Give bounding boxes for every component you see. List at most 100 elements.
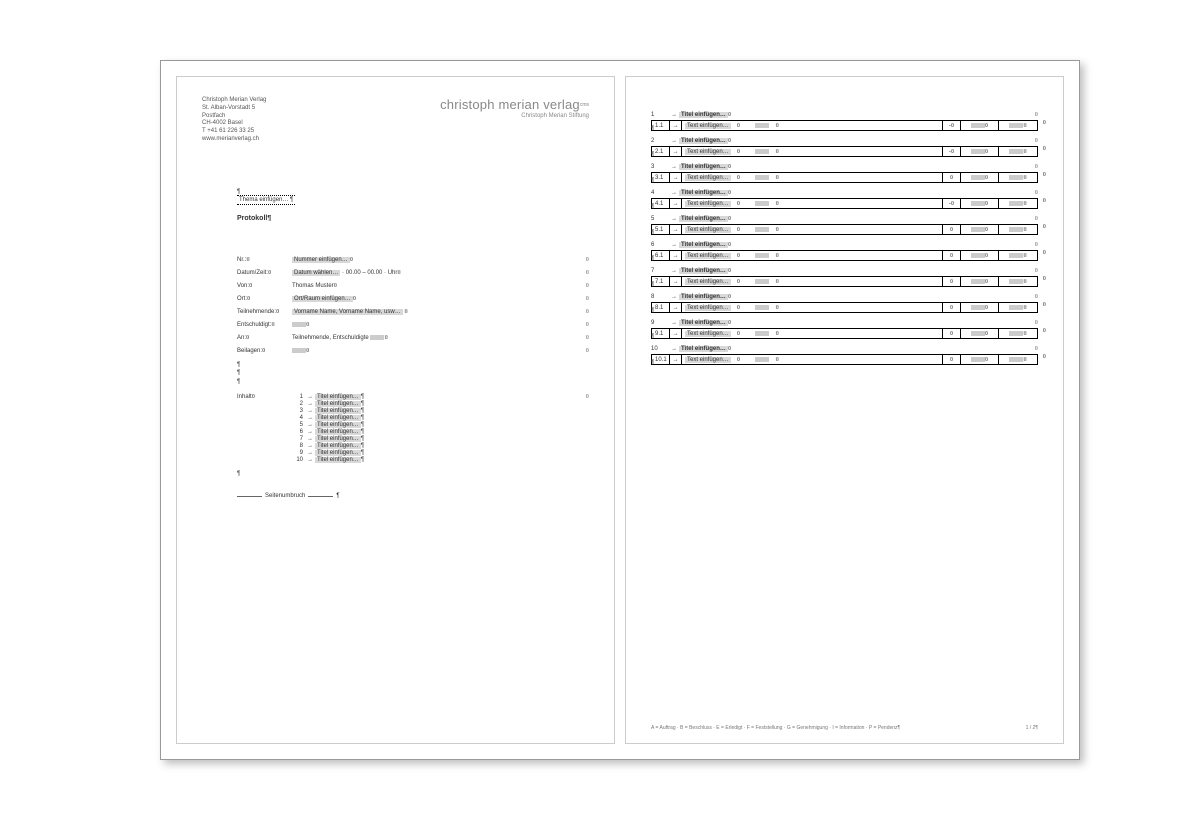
text-placeholder[interactable]: Text einfügen…	[685, 331, 731, 337]
toc-title-placeholder[interactable]: Titel einfügen…	[315, 422, 361, 428]
toc-item[interactable]: 10→Titel einfügen…¶	[292, 457, 364, 463]
row-end-mark: ¤	[579, 348, 589, 354]
toc-item[interactable]: 4→Titel einfügen…¶	[292, 415, 364, 421]
sub-text-cell[interactable]: Text einfügen…¤ ▪▪▪▪▪¤	[682, 199, 943, 208]
blur-field: ▪▪▪▪▪	[755, 279, 769, 284]
toc-number: 8	[292, 443, 303, 449]
sub-text-cell[interactable]: Text einfügen…¤ ▪▪▪▪▪¤	[682, 225, 943, 234]
section-title-placeholder[interactable]: Titel einfügen…	[679, 346, 728, 352]
text-placeholder[interactable]: Text einfügen…	[685, 305, 731, 311]
toc-label: Inhalt¤	[237, 394, 292, 464]
meta-row: An:¤Teilnehmende, Entschuldigte ▪▪▪▪▪¤¤	[237, 335, 589, 341]
sub-text-cell[interactable]: Text einfügen…¤ ▪▪▪▪▪¤	[682, 329, 943, 338]
sub-text-cell[interactable]: Text einfügen…¤ ▪▪▪▪▪¤	[682, 251, 943, 260]
toc-item[interactable]: 2→Titel einfügen…¶	[292, 401, 364, 407]
meta-label: Teilnehmende:¤	[237, 309, 292, 315]
toc-title-placeholder[interactable]: Titel einfügen…	[315, 401, 361, 407]
section-title-placeholder[interactable]: Titel einfügen…	[679, 138, 728, 144]
toc-title-placeholder[interactable]: Titel einfügen…	[315, 394, 361, 400]
toc-item[interactable]: 9→Titel einfügen…¶	[292, 450, 364, 456]
row-end-mark: ¤	[1035, 294, 1038, 300]
toc-item[interactable]: 3→Titel einfügen…¶	[292, 408, 364, 414]
pilcrow-mark: ¶	[361, 443, 364, 449]
sub-text-cell[interactable]: Text einfügen…¤ ▪▪▪▪▪¤	[682, 121, 943, 130]
row-end-mark: ¤	[1035, 216, 1038, 222]
arrow-icon: →	[307, 394, 313, 400]
section-title-placeholder[interactable]: Titel einfügen…	[679, 320, 728, 326]
section-title-placeholder[interactable]: Titel einfügen…	[679, 268, 728, 274]
meta-value[interactable]: Vorname Name, Vorname Name, usw… ¤	[292, 309, 579, 315]
text-placeholder[interactable]: Text einfügen…	[685, 227, 731, 233]
meta-label: Nr.:¤	[237, 257, 292, 263]
meta-row: Ort:¤Ort/Raum einfügen…¤¤	[237, 296, 589, 302]
sub-text-cell[interactable]: Text einfügen…¤ ▪▪▪▪▪¤	[682, 355, 943, 364]
sub-blur-cell: ▪▪▪▪▪¤	[999, 147, 1037, 156]
toc-item[interactable]: 1→Titel einfügen…¶	[292, 394, 364, 400]
sub-symbol: -¤	[943, 199, 961, 208]
sub-blur-cell: ▪▪▪▪▪¤	[961, 225, 999, 234]
toc-item[interactable]: 5→Titel einfügen…¶	[292, 422, 364, 428]
sub-blur-cell: ▪▪▪▪▪¤	[999, 173, 1037, 182]
text-placeholder[interactable]: Text einfügen…	[685, 201, 731, 207]
section-sub-row: 7.1→Text einfügen…¤ ▪▪▪▪▪¤¤▪▪▪▪▪¤▪▪▪▪▪¤	[651, 276, 1038, 287]
sub-text-cell[interactable]: Text einfügen…¤ ▪▪▪▪▪¤	[682, 173, 943, 182]
arrow-icon: →	[307, 408, 313, 414]
meta-value[interactable]: Ort/Raum einfügen…¤	[292, 296, 579, 302]
meta-row: Von:¤Thomas Muster¤¤	[237, 283, 589, 289]
row-end-mark: ¤	[579, 309, 589, 315]
sub-symbol: ¤	[943, 251, 961, 260]
blur-field: ▪▪▪▪▪	[755, 253, 769, 258]
sub-text-cell[interactable]: Text einfügen…¤ ▪▪▪▪▪¤	[682, 303, 943, 312]
section-title-placeholder[interactable]: Titel einfügen…	[679, 190, 728, 196]
blur-field: ▪▪▪▪▪	[755, 175, 769, 180]
sections-container: 1→Titel einfügen…¤¤1.1→Text einfügen…¤ ▪…	[651, 112, 1038, 366]
row-suffix: ¤	[728, 112, 731, 118]
section-title-placeholder[interactable]: Titel einfügen…	[679, 112, 728, 118]
row-end-mark: ¤	[1035, 138, 1038, 144]
text-placeholder[interactable]: Text einfügen…	[685, 123, 731, 129]
topic-placeholder[interactable]: Thema einfügen… ¶	[237, 195, 295, 205]
toc-title-placeholder[interactable]: Titel einfügen…	[315, 408, 361, 414]
arrow-icon: →	[670, 329, 682, 338]
address-block: Christoph Merian Verlag St. Alban-Vorsta…	[202, 97, 266, 144]
arrow-icon: →	[671, 164, 677, 170]
toc-title-placeholder[interactable]: Titel einfügen…	[315, 450, 361, 456]
text-placeholder[interactable]: Text einfügen…	[685, 175, 731, 181]
toc-title-placeholder[interactable]: Titel einfügen…	[315, 436, 361, 442]
text-placeholder[interactable]: Text einfügen…	[685, 253, 731, 259]
blur-field: ▪▪▪▪▪	[755, 149, 769, 154]
meta-value[interactable]: ▪▪▪▪▪¤	[292, 348, 579, 354]
toc-title-placeholder[interactable]: Titel einfügen…	[315, 443, 361, 449]
arrow-icon: →	[671, 294, 677, 300]
section-title-placeholder[interactable]: Titel einfügen…	[679, 216, 728, 222]
meta-value[interactable]: Teilnehmende, Entschuldigte ▪▪▪▪▪¤	[292, 335, 579, 341]
toc-item[interactable]: 6→Titel einfügen…¶	[292, 429, 364, 435]
section-title-placeholder[interactable]: Titel einfügen…	[679, 164, 728, 170]
meta-value[interactable]: Thomas Muster¤	[292, 283, 579, 289]
sub-text-cell[interactable]: Text einfügen…¤ ▪▪▪▪▪¤	[682, 147, 943, 156]
meta-value[interactable]: ▪▪▪▪▪¤	[292, 322, 579, 328]
toc-item[interactable]: 8→Titel einfügen…¶	[292, 443, 364, 449]
text-placeholder[interactable]: Text einfügen…	[685, 357, 731, 363]
section-title-placeholder[interactable]: Titel einfügen…	[679, 242, 728, 248]
footer-page-number: 1 / 2¶	[1026, 725, 1038, 731]
toc-title-placeholder[interactable]: Titel einfügen…	[315, 415, 361, 421]
pilcrow-mark: ¶	[361, 450, 364, 456]
section-title-placeholder[interactable]: Titel einfügen…	[679, 294, 728, 300]
row-suffix: ¤	[728, 320, 731, 326]
sub-blur-cell: ▪▪▪▪▪¤	[961, 121, 999, 130]
sub-text-cell[interactable]: Text einfügen…¤ ▪▪▪▪▪¤	[682, 277, 943, 286]
text-placeholder[interactable]: Text einfügen…	[685, 279, 731, 285]
sub-symbol: ¤	[943, 355, 961, 364]
toc-title-placeholder[interactable]: Titel einfügen…	[315, 429, 361, 435]
section-head: 5→Titel einfügen…¤¤	[651, 216, 1038, 222]
text-placeholder[interactable]: Text einfügen…	[685, 149, 731, 155]
toc-number: 1	[292, 394, 303, 400]
toc-title-placeholder[interactable]: Titel einfügen…	[315, 457, 361, 463]
meta-value[interactable]: Datum wählen… · 00.00 – 00.00 · Uhr¤	[292, 270, 579, 276]
meta-value[interactable]: Nummer einfügen…¤	[292, 257, 579, 263]
sub-blur-cell: ▪▪▪▪▪¤	[961, 303, 999, 312]
toc-item[interactable]: 7→Titel einfügen…¶	[292, 436, 364, 442]
row-suffix: ¤	[728, 216, 731, 222]
pilcrow-mark: ¶	[237, 369, 589, 377]
